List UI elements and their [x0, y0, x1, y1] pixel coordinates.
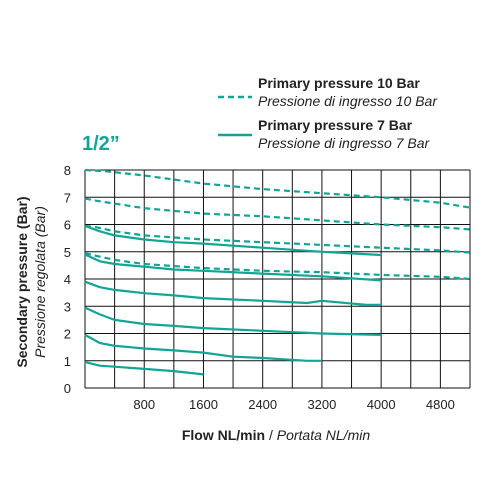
series-line-dashed-1	[84, 168, 471, 209]
x-tick-label: 4800	[426, 397, 455, 412]
series-lines	[84, 168, 471, 376]
series-line-solid-6	[84, 253, 382, 282]
y-tick-label: 0	[64, 381, 71, 396]
series-line-solid-9	[84, 333, 322, 362]
tick-labels: 0 1 2 3 4 5 6 7 8 800 1600 2400 3200 4000 4800	[64, 163, 455, 412]
legend-label-main: Primary pressure 10 Bar	[258, 75, 420, 91]
y-tick-label: 4	[64, 272, 71, 287]
chart-title: 1/2”	[82, 133, 120, 155]
y-tick-label: 3	[64, 299, 71, 314]
y-tick-label: 8	[64, 163, 71, 178]
x-axis-label-sub: Portata NL/min	[277, 427, 371, 443]
x-axis-label-main: Flow NL/min	[182, 427, 265, 443]
x-tick-label: 800	[133, 397, 155, 412]
y-axis-sublabel: Pressione regolata (Bar)	[32, 206, 48, 358]
x-axis-label-sep: /	[265, 427, 277, 443]
legend-label-sub: Pressione di ingresso 10 Bar	[258, 93, 438, 109]
legend-label-sub: Pressione di ingresso 7 Bar	[258, 135, 431, 151]
series-line-dashed-4	[84, 252, 471, 281]
y-tick-label: 1	[64, 354, 71, 369]
y-tick-label: 7	[64, 190, 71, 205]
series-line-dashed-3	[84, 224, 471, 254]
x-axis-label: Flow NL/min / Portata NL/min	[182, 427, 370, 443]
series-line-solid-10	[84, 361, 204, 376]
y-tick-label: 2	[64, 327, 71, 342]
x-tick-label: 3200	[307, 397, 336, 412]
legend-label-main: Primary pressure 7 Bar	[258, 117, 413, 133]
series-line-solid-7	[84, 280, 382, 306]
legend: Primary pressure 10 Bar Pressione di ing…	[218, 75, 438, 151]
x-tick-label: 2400	[248, 397, 277, 412]
x-tick-label: 1600	[189, 397, 218, 412]
series-line-dashed-2	[84, 197, 471, 231]
y-tick-label: 6	[64, 218, 71, 233]
y-tick-label: 5	[64, 245, 71, 260]
grid	[84, 169, 471, 389]
x-tick-label: 4000	[367, 397, 396, 412]
series-line-solid-8	[84, 306, 382, 336]
series-line-solid-5	[84, 224, 382, 257]
y-axis-label: Secondary pressure (Bar)	[14, 196, 30, 367]
